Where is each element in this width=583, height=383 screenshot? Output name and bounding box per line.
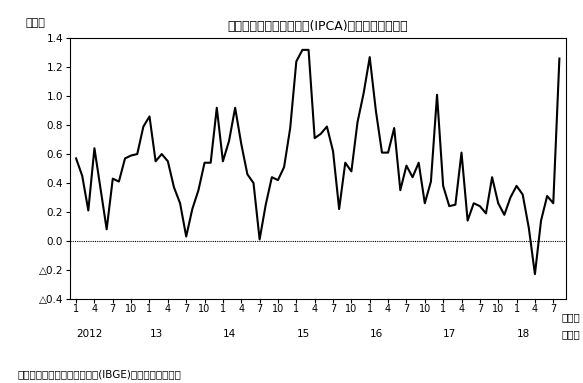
Text: 17: 17	[443, 329, 456, 339]
Text: （出所）ブラジル地理統計院(IBGE)データを基に作成: （出所）ブラジル地理統計院(IBGE)データを基に作成	[17, 369, 181, 379]
Text: 16: 16	[370, 329, 383, 339]
Text: 13: 13	[149, 329, 163, 339]
Title: 図　拡大消費者物価指数(IPCA)の月間上昇率推移: 図 拡大消費者物価指数(IPCA)の月間上昇率推移	[227, 20, 408, 33]
Text: （％）: （％）	[25, 18, 45, 28]
Text: 15: 15	[296, 329, 310, 339]
Text: （年）: （年）	[562, 329, 581, 339]
Text: 2012: 2012	[76, 329, 103, 339]
Text: （月）: （月）	[562, 313, 581, 322]
Text: 14: 14	[223, 329, 236, 339]
Text: 18: 18	[517, 329, 530, 339]
